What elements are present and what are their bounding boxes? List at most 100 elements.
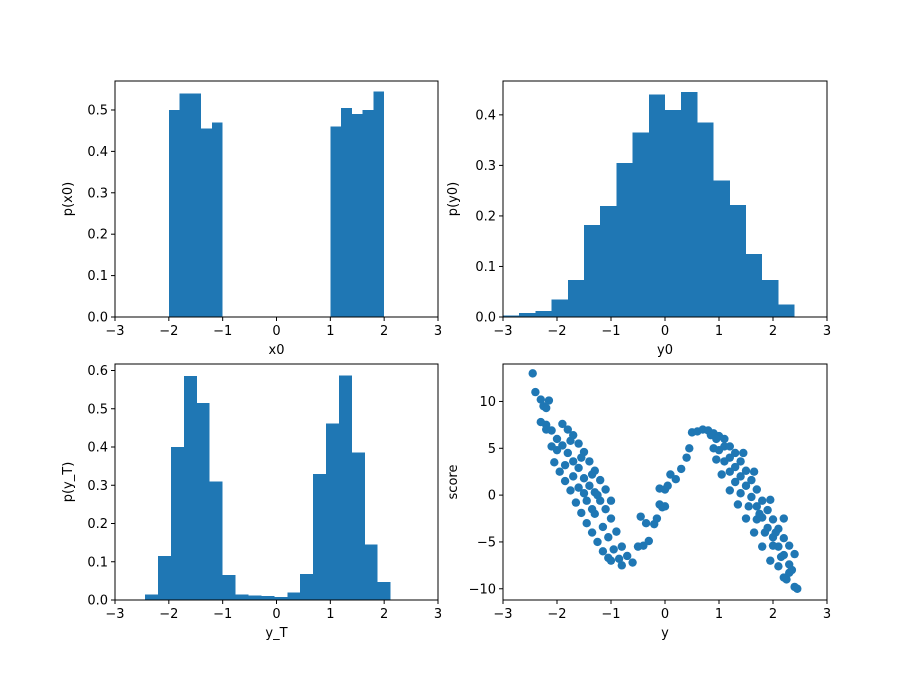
x-tick-label: 0 — [272, 324, 280, 339]
histogram-bar — [313, 473, 327, 600]
scatter-point — [671, 474, 680, 484]
histogram-bar — [364, 544, 378, 600]
scatter-point — [736, 472, 745, 481]
histogram-bar — [183, 376, 197, 600]
scatter-point — [741, 481, 751, 490]
scatter-point — [601, 485, 610, 494]
y-tick-label: 0.2 — [475, 209, 496, 224]
histogram-bar — [338, 375, 352, 600]
scatter-point — [579, 474, 589, 483]
x-tick-label: 3 — [823, 324, 831, 339]
histogram-bar — [170, 447, 184, 600]
scatter-point — [747, 475, 756, 485]
scatter-point — [536, 417, 545, 427]
x-tick-label: 2 — [769, 607, 777, 622]
y-axis-label: p(x0) — [61, 182, 76, 216]
histogram-bar — [179, 93, 191, 317]
scatter-point — [552, 434, 562, 444]
scatter-point — [712, 434, 721, 444]
y-tick-label: 0.5 — [87, 103, 108, 118]
histogram-bar — [762, 280, 779, 317]
scatter-point — [685, 444, 694, 453]
scatter-point — [752, 485, 761, 494]
scatter-point — [744, 502, 753, 511]
x-tick-label: −2 — [159, 607, 178, 622]
histogram-bar — [222, 575, 236, 600]
scatter-point — [531, 387, 540, 397]
scatter-point — [569, 457, 578, 466]
x-tick-label: 1 — [715, 607, 723, 622]
y-axis-label: score — [446, 465, 461, 500]
scatter-point — [785, 568, 794, 578]
x-tick-label: −2 — [547, 607, 566, 622]
scatter-point — [660, 502, 670, 511]
y-tick-label: 0.4 — [87, 441, 108, 456]
scatter-point — [752, 502, 761, 511]
scatter-point — [569, 472, 578, 481]
y-tick-label: 0.4 — [87, 145, 108, 160]
scatter-point — [652, 514, 662, 523]
y-tick-label: −10 — [469, 582, 496, 597]
scatter-point — [585, 457, 594, 466]
scatter-point — [733, 500, 743, 509]
histogram-bar — [300, 573, 314, 600]
scatter-point — [720, 434, 729, 444]
histogram-bar — [201, 128, 212, 317]
x-tick-label: 0 — [661, 324, 669, 339]
scatter-point — [760, 528, 770, 537]
scatter-point — [563, 425, 572, 434]
x-tick-label: −3 — [493, 607, 512, 622]
scatter-point — [601, 504, 610, 514]
y-tick-label: 10 — [479, 395, 496, 410]
scatter-point — [566, 436, 575, 445]
histogram-bar — [351, 452, 365, 600]
scatter-point — [582, 496, 591, 505]
x-axis-label: x0 — [269, 343, 285, 358]
scatter-point — [725, 486, 734, 495]
scatter-point — [731, 477, 740, 487]
x-tick-label: 1 — [326, 607, 334, 622]
scatter-point — [614, 554, 624, 563]
scatter-point — [617, 561, 626, 570]
scatter-point — [585, 481, 594, 490]
scatter-point — [758, 542, 767, 551]
scatter-point — [577, 508, 586, 518]
scatter-point — [766, 495, 775, 504]
histogram-bar — [681, 92, 698, 318]
x-tick-label: 2 — [380, 324, 388, 339]
y-tick-label: 0.1 — [475, 260, 496, 275]
x-axis-label: y_T — [265, 626, 287, 641]
histogram-bar — [362, 109, 374, 317]
x-tick-label: 1 — [326, 324, 334, 339]
scatter-point — [552, 445, 562, 455]
scatter-point — [598, 547, 608, 556]
histogram-bar — [503, 315, 520, 317]
scatter-point — [574, 483, 583, 492]
scatter-point — [587, 470, 597, 479]
x-tick-label: −2 — [159, 324, 178, 339]
histogram-bar — [248, 595, 262, 600]
chart-panel-top-left: −3 −2 −1 0 1 2 3 0.0 0.1 0.2 0.3 0.4 0.5 x0 p(x0) — [61, 80, 442, 358]
histogram-bar — [351, 114, 363, 318]
histogram-bar — [168, 109, 180, 317]
scatter-point — [577, 453, 586, 462]
scatter-point — [596, 475, 605, 485]
scatter-point — [714, 445, 724, 455]
scatter-point — [712, 455, 721, 464]
histogram-bar — [196, 403, 210, 600]
scatter-point — [555, 467, 564, 476]
scatter-point — [550, 458, 559, 467]
scatter-point — [636, 512, 645, 521]
histogram-bar — [145, 594, 159, 600]
histogram-bar — [211, 122, 223, 318]
x-tick-label: −3 — [105, 324, 124, 339]
histogram-bar — [729, 204, 746, 317]
histogram-bar — [778, 304, 795, 317]
y-tick-label: 0.4 — [475, 108, 496, 123]
x-axis-label: y0 — [657, 343, 673, 358]
histogram-bar — [697, 122, 714, 318]
scatter-point — [682, 453, 691, 462]
histogram-bar — [377, 582, 391, 600]
scatter-point — [749, 467, 759, 476]
scatter-point — [604, 553, 613, 563]
